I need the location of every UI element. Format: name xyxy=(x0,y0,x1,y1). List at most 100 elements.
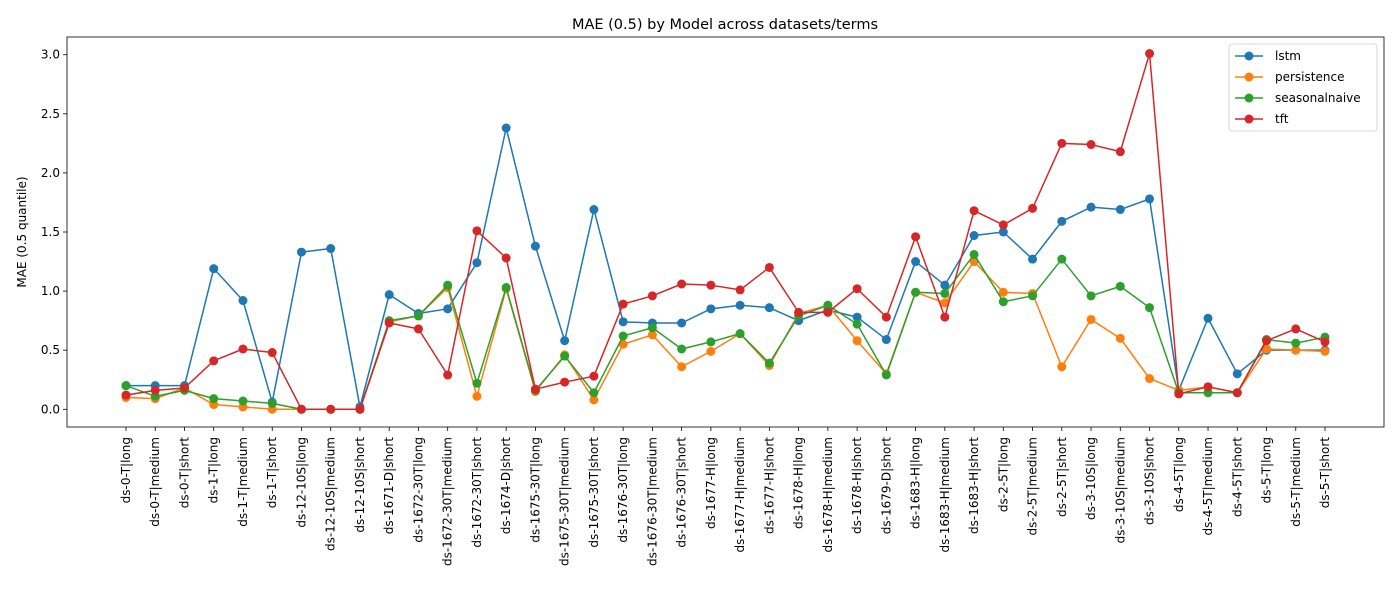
data-point-seasonalnaive xyxy=(413,311,423,321)
x-tick-label: ds-4-5T|long xyxy=(1172,437,1186,512)
data-point-tft xyxy=(413,324,423,334)
data-point-seasonalnaive xyxy=(560,351,570,361)
data-point-persistence xyxy=(1262,344,1272,354)
data-point-tft xyxy=(296,404,306,414)
data-point-lstm xyxy=(1145,194,1155,204)
data-point-tft xyxy=(209,356,219,366)
data-point-lstm xyxy=(1115,205,1125,215)
data-point-seasonalnaive xyxy=(881,370,891,380)
x-tick-label: ds-1678-H|short xyxy=(850,437,864,534)
data-point-persistence xyxy=(1115,333,1125,343)
data-point-seasonalnaive xyxy=(472,378,482,388)
data-point-seasonalnaive xyxy=(618,331,628,341)
data-point-tft xyxy=(267,348,277,358)
data-point-tft xyxy=(677,279,687,289)
data-point-tft xyxy=(969,206,979,216)
data-point-tft xyxy=(472,226,482,236)
data-point-tft xyxy=(589,371,599,381)
data-point-lstm xyxy=(618,317,628,327)
data-point-lstm xyxy=(1057,216,1067,226)
x-tick-label: ds-3-10S|medium xyxy=(1113,437,1127,543)
legend-label: persistence xyxy=(1275,70,1344,84)
data-point-seasonalnaive xyxy=(823,300,833,310)
data-point-tft xyxy=(1086,140,1096,150)
data-point-lstm xyxy=(560,336,570,346)
data-point-seasonalnaive xyxy=(940,288,950,298)
data-point-seasonalnaive xyxy=(1057,254,1067,264)
x-tick-label: ds-1672-30T|short xyxy=(470,437,484,548)
chart-title: MAE (0.5) by Model across datasets/terms xyxy=(572,17,878,33)
x-tick-label: ds-1683-H|short xyxy=(967,437,981,534)
legend-label: lstm xyxy=(1275,49,1301,63)
x-tick-label: ds-1671-D|short xyxy=(382,437,396,534)
data-point-seasonalnaive xyxy=(764,358,774,368)
x-tick-label: ds-1676-30T|long xyxy=(616,437,630,543)
data-point-tft xyxy=(881,312,891,322)
x-tick-label: ds-1674-D|short xyxy=(499,437,513,534)
data-point-seasonalnaive xyxy=(969,249,979,259)
data-point-lstm xyxy=(998,227,1008,237)
data-point-tft xyxy=(1028,203,1038,213)
plot-series xyxy=(121,49,1330,414)
legend-label: tft xyxy=(1275,112,1289,126)
series-tft xyxy=(121,49,1330,414)
data-point-tft xyxy=(384,318,394,328)
x-tick-label: ds-5-T|medium xyxy=(1289,437,1303,527)
data-point-lstm xyxy=(472,258,482,268)
y-axis-label: MAE (0.5 quantile) xyxy=(15,176,29,287)
data-point-lstm xyxy=(677,318,687,328)
data-point-seasonalnaive xyxy=(238,396,248,406)
x-tick-label: ds-2-5T|long xyxy=(996,437,1010,512)
data-point-lstm xyxy=(443,304,453,314)
data-point-tft xyxy=(179,383,189,393)
x-tick-label: ds-1675-30T|medium xyxy=(558,437,572,566)
series-line-tft xyxy=(125,52,1326,411)
data-point-persistence xyxy=(852,336,862,346)
x-tick-label: ds-0-T|medium xyxy=(148,437,162,527)
data-point-tft xyxy=(560,377,570,387)
data-point-tft xyxy=(501,253,511,263)
x-tick-label: ds-2-5T|short xyxy=(1055,437,1069,517)
data-point-seasonalnaive xyxy=(735,329,745,339)
legend-swatch-marker xyxy=(1244,93,1254,103)
data-point-lstm xyxy=(209,264,219,274)
data-point-seasonalnaive xyxy=(1291,338,1301,348)
data-point-seasonalnaive xyxy=(589,388,599,398)
data-point-lstm xyxy=(852,312,862,322)
data-point-persistence xyxy=(1057,362,1067,372)
data-point-seasonalnaive xyxy=(267,398,277,408)
data-point-tft xyxy=(647,291,657,301)
data-point-seasonalnaive xyxy=(443,280,453,290)
x-tick-label: ds-0-T|long xyxy=(119,437,133,503)
data-point-lstm xyxy=(530,241,540,251)
x-tick-label: ds-4-5T|short xyxy=(1230,437,1244,517)
data-point-lstm xyxy=(326,244,336,254)
data-point-tft xyxy=(998,220,1008,230)
data-point-seasonalnaive xyxy=(1145,303,1155,313)
data-point-tft xyxy=(1320,337,1330,347)
data-point-tft xyxy=(238,344,248,354)
data-point-tft xyxy=(1291,324,1301,334)
data-point-seasonalnaive xyxy=(706,337,716,347)
data-point-tft xyxy=(764,262,774,272)
data-point-tft xyxy=(823,307,833,317)
data-point-seasonalnaive xyxy=(677,344,687,354)
data-point-tft xyxy=(1232,388,1242,398)
x-tick-label: ds-1683-H|medium xyxy=(938,437,952,552)
data-point-persistence xyxy=(1320,346,1330,356)
legend-item-persistence: persistence xyxy=(1235,70,1344,84)
x-tick-label: ds-1679-D|short xyxy=(879,437,893,534)
x-tick-label: ds-3-10S|long xyxy=(1084,437,1098,520)
data-point-lstm xyxy=(384,290,394,300)
data-point-lstm xyxy=(1028,254,1038,264)
y-tick-label: 1.5 xyxy=(41,225,60,239)
data-point-lstm xyxy=(881,335,891,345)
data-point-persistence xyxy=(940,298,950,308)
data-point-persistence xyxy=(1291,345,1301,355)
data-point-lstm xyxy=(238,296,248,306)
series-lstm xyxy=(121,123,1330,412)
y-tick-label: 3.0 xyxy=(41,48,60,62)
data-point-persistence xyxy=(1086,314,1096,324)
plot-frame xyxy=(66,36,1385,428)
